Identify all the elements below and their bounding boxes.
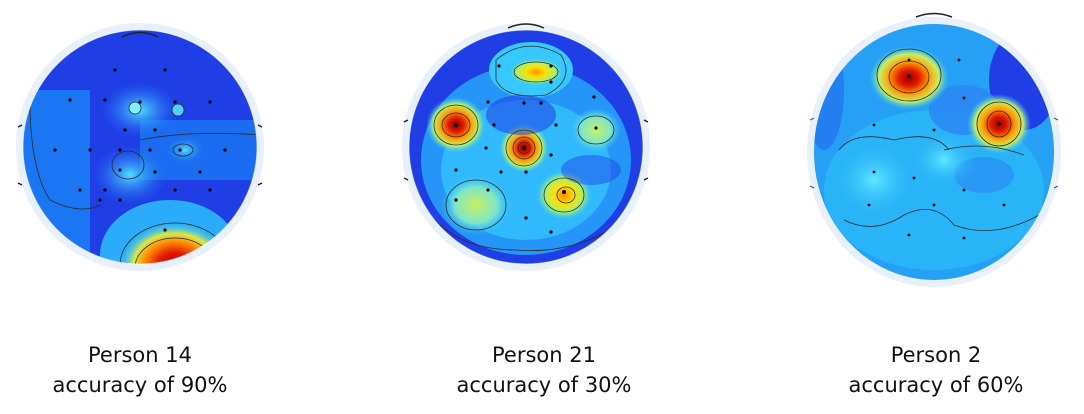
nose-mark [121,31,159,38]
caption-person-14: Person 14 accuracy of 90% [0,340,290,400]
topomap-panel-person-14: Person 14 accuracy of 90% [0,0,290,414]
left-ear-mark [809,117,815,189]
topomap-person-14 [16,23,264,271]
electrode-dots [53,68,227,232]
person-label: Person 14 [88,343,192,367]
nose-mark [507,23,545,29]
person-label: Person 21 [492,343,596,367]
left-ear-mark [17,124,23,186]
accuracy-label: accuracy of 60% [848,373,1024,397]
topomap-person-21 [402,23,650,271]
electrode-dots [867,58,1006,240]
caption-person-21: Person 21 accuracy of 30% [394,340,694,400]
accuracy-label: accuracy of 90% [52,373,228,397]
topomap-person-2 [807,12,1061,287]
electrode-dots [454,64,598,234]
accuracy-label: accuracy of 30% [456,373,632,397]
left-ear-mark [403,119,409,181]
nose-mark [915,12,953,18]
person-label: Person 2 [890,343,982,367]
topomap-panel-person-21: Person 21 accuracy of 30% [376,0,676,414]
right-ear-mark [643,119,649,181]
right-ear-mark [1053,117,1059,189]
right-ear-mark [257,124,263,186]
caption-person-2: Person 2 accuracy of 60% [786,340,1084,400]
topomap-panel-person-2: Person 2 accuracy of 60% [784,0,1084,414]
